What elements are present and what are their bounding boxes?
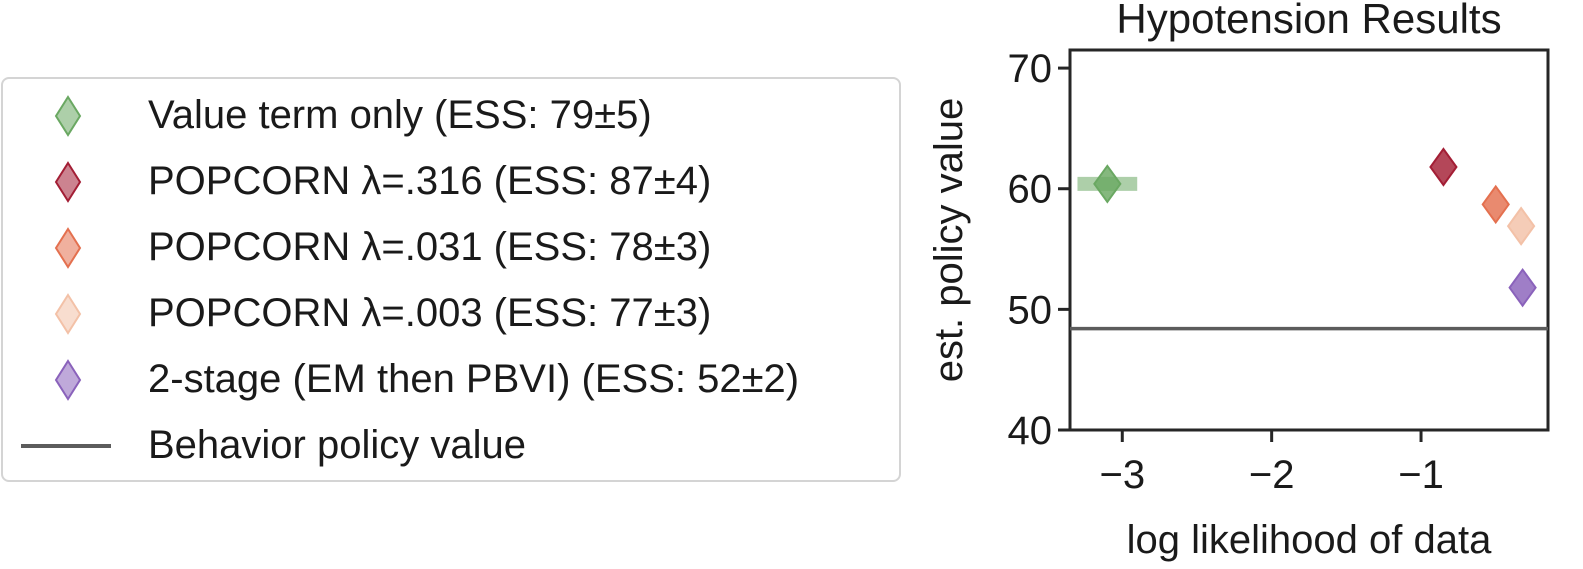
y-tick-label: 60 [1008,168,1053,212]
legend: Value term only (ESS: 79±5) POPCORN λ=.31… [1,77,901,482]
y-tick-label: 40 [1008,409,1053,453]
chart-title: Hypotension Results [1116,0,1501,42]
data-point-3 [1481,184,1510,225]
legend-diamond-marker [54,293,82,335]
legend-label: POPCORN λ=.316 (ESS: 87±4) [148,159,712,203]
x-tick-label: −2 [1249,453,1295,497]
legend-entry: 2-stage (EM then PBVI) (ESS: 52±2) [3,347,899,413]
legend-diamond-marker [54,359,82,401]
x-tick-label: −3 [1099,453,1145,497]
y-axis-label: est. policy value [927,98,971,383]
legend-diamond-marker [54,161,82,203]
data-point-1 [1093,164,1122,204]
y-tick-label: 50 [1008,288,1053,332]
legend-entry: Value term only (ESS: 79±5) [3,83,899,149]
legend-label: POPCORN λ=.003 (ESS: 77±3) [148,291,712,335]
y-tick-label: 70 [1008,47,1053,91]
data-point-5 [1508,267,1537,308]
legend-entry: POPCORN λ=.003 (ESS: 77±3) [3,281,899,347]
legend-entry: POPCORN λ=.316 (ESS: 87±4) [3,149,899,215]
legend-entry: POPCORN λ=.031 (ESS: 78±3) [3,215,899,281]
legend-diamond-marker [54,227,82,269]
x-tick-label: −1 [1398,453,1444,497]
legend-line-marker [21,444,111,448]
data-point-2 [1429,147,1458,187]
legend-label: 2-stage (EM then PBVI) (ESS: 52±2) [148,357,800,401]
plot-frame [1068,48,1550,432]
x-axis-label: log likelihood of data [1127,518,1492,562]
legend-label: POPCORN λ=.031 (ESS: 78±3) [148,225,712,269]
legend-label: Behavior policy value [148,423,526,467]
legend-label: Value term only (ESS: 79±5) [148,93,652,137]
legend-entry: Behavior policy value [3,413,899,479]
legend-diamond-marker [54,95,82,137]
data-point-4 [1506,206,1536,246]
